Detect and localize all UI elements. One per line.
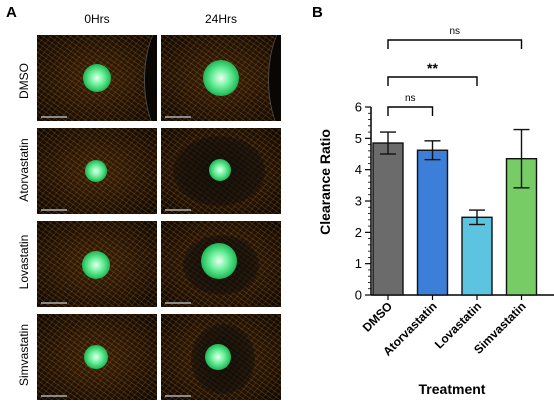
x-tick-label: DMSO	[360, 299, 395, 334]
scale-bar	[41, 395, 67, 397]
spheroid-marker	[85, 160, 107, 182]
significance-bracket	[387, 106, 434, 116]
micrograph-dmso-0hrs	[37, 35, 157, 121]
scale-bar	[165, 209, 191, 211]
scale-bar	[165, 116, 191, 118]
scale-bar	[165, 302, 191, 304]
micrograph-lovastatin-0hrs	[37, 221, 157, 307]
well-edge	[144, 35, 157, 121]
significance-label: ns	[405, 93, 416, 104]
y-tick-label: 6	[355, 100, 362, 115]
significance-label: **	[427, 60, 438, 76]
y-tick-label: 0	[355, 288, 362, 303]
significance-label: ns	[449, 26, 460, 37]
column-header-0hrs: 0Hrs	[84, 12, 110, 26]
y-tick-label: 1	[355, 256, 362, 271]
micrograph-simvastatin-24hrs	[161, 314, 281, 400]
panel-b-letter: B	[312, 4, 323, 21]
significance-bracket	[387, 39, 523, 49]
significance-brackets: ns ** ns	[387, 26, 523, 116]
micrograph-dmso-24hrs	[161, 35, 281, 121]
micrograph-lovastatin-24hrs	[161, 221, 281, 307]
bar-atorvastatin	[416, 149, 449, 296]
spheroid-marker	[205, 344, 231, 370]
y-tick-label: 2	[355, 225, 362, 240]
scale-bar	[41, 116, 67, 118]
micrograph-atorvastatin-24hrs	[161, 128, 281, 214]
micrograph-simvastatin-0hrs	[37, 314, 157, 400]
y-tick-label: 4	[355, 162, 362, 177]
scale-bar	[41, 209, 67, 211]
x-axis-label: Treatment	[419, 381, 486, 397]
y-tick-label: 3	[355, 194, 362, 209]
scale-bar	[165, 395, 191, 397]
well-edge	[268, 35, 281, 121]
significance-bracket	[387, 76, 478, 86]
chart-bars	[372, 128, 538, 296]
y-tick-label: 5	[355, 131, 362, 146]
scale-bar	[41, 302, 67, 304]
bar-dmso	[372, 142, 404, 296]
spheroid-marker	[203, 60, 239, 96]
spheroid-marker	[209, 159, 231, 181]
micrograph-atorvastatin-0hrs	[37, 128, 157, 214]
spheroid-marker	[82, 251, 110, 279]
column-header-24hrs: 24Hrs	[204, 12, 237, 26]
spheroid-marker	[201, 243, 237, 279]
spheroid-marker	[84, 345, 108, 369]
panel-a-letter: A	[6, 4, 17, 21]
spheroid-marker	[83, 64, 111, 92]
y-axis-label: Clearance Ratio	[317, 129, 333, 235]
bar-lovastatin	[461, 216, 493, 296]
